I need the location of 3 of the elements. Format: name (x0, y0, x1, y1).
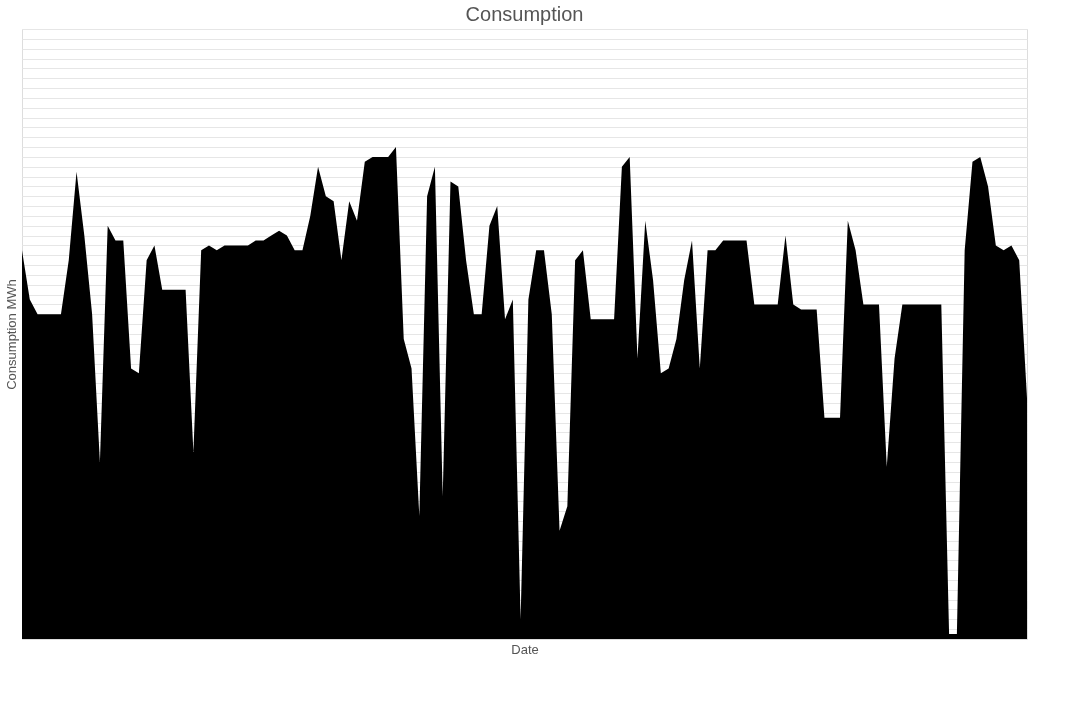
x-axis-title: Date (511, 641, 539, 657)
y-axis-title: Consumption MWh (3, 279, 19, 390)
chart-title: Consumption (465, 3, 584, 25)
